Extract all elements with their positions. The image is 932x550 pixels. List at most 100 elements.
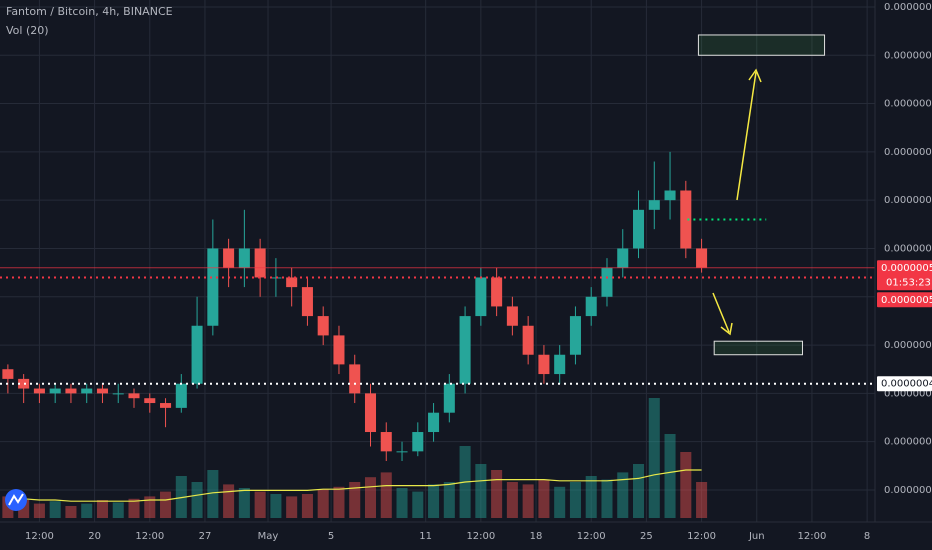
chart-title: Fantom / Bitcoin, 4h, BINANCE — [6, 5, 173, 18]
x-tick-label: Jun — [748, 531, 765, 542]
candle-body — [2, 369, 14, 379]
price-label-box — [877, 260, 932, 291]
y-tick-label: 0.00000040 — [884, 437, 932, 448]
volume-bar — [81, 503, 93, 518]
volume-bar — [238, 488, 250, 518]
volume-bar — [554, 486, 566, 518]
candle-body — [506, 306, 518, 326]
logo-mark — [8, 493, 24, 506]
volume-bar — [617, 472, 629, 518]
x-tick-label: 12:00 — [466, 531, 495, 542]
x-tick-label: 18 — [530, 531, 543, 542]
candle-body — [459, 316, 471, 384]
x-tick-label: 11 — [419, 531, 432, 542]
candle-body — [270, 277, 282, 279]
candle-body — [317, 316, 329, 336]
y-tick-label: 0.00000060 — [884, 243, 932, 254]
x-tick-label: 12:00 — [135, 531, 164, 542]
candle-body — [254, 248, 266, 278]
candle-body — [538, 354, 550, 375]
x-tick-label: 8 — [864, 531, 870, 542]
volume-bar — [223, 484, 235, 518]
candle-body — [475, 277, 487, 317]
candle-body — [601, 267, 613, 297]
price-label-box — [877, 376, 932, 392]
candle-body — [380, 432, 392, 452]
volume-bar — [112, 502, 124, 518]
volume-bar — [538, 479, 550, 518]
volume-bar — [301, 494, 313, 518]
y-tick-label: 0.00000045 — [884, 388, 932, 399]
target-zone — [713, 340, 803, 356]
volume-bar — [601, 479, 613, 518]
candle-body — [554, 354, 566, 375]
volume-bar — [506, 482, 518, 518]
price-label: 0.00000058 — [881, 263, 932, 274]
candle-body — [160, 403, 172, 408]
volume-bar — [475, 464, 487, 518]
volume-bar — [96, 500, 108, 518]
volume-bar — [49, 501, 61, 518]
candle-body — [191, 325, 203, 384]
volume-bar — [585, 476, 597, 518]
y-tick-label: 0.00000070 — [884, 147, 932, 158]
candle-body — [65, 388, 77, 394]
candle-body — [333, 335, 345, 365]
volume-bar — [18, 500, 30, 518]
y-tick-label: 0.00000085 — [884, 2, 932, 13]
volume-bar — [33, 503, 45, 518]
arrows — [712, 68, 762, 336]
candle-body — [96, 388, 108, 394]
countdown-label: 01:53:23 — [886, 277, 931, 288]
x-tick-label: May — [258, 531, 279, 542]
candle-body — [412, 432, 424, 452]
candle-body — [664, 190, 676, 201]
volume-bar — [207, 470, 219, 518]
candle-body — [286, 277, 298, 288]
volume-bar — [664, 434, 676, 518]
volume-bar — [144, 496, 156, 518]
volume-bar — [443, 482, 455, 518]
volume-bar — [680, 452, 692, 518]
candle-body — [238, 248, 250, 268]
x-tick-label: 25 — [640, 531, 653, 542]
arrow-head — [720, 322, 733, 336]
volume-bar — [364, 477, 377, 518]
candle-body — [569, 316, 581, 355]
x-tick-label: 5 — [328, 531, 334, 542]
volume-bar — [648, 398, 660, 518]
x-tick-label: 20 — [88, 531, 101, 542]
volume-bar — [333, 486, 345, 518]
candle-body — [680, 190, 692, 249]
candle-body — [33, 388, 45, 394]
volume-bar — [696, 482, 708, 518]
volume-bar — [569, 482, 581, 518]
candle-body — [175, 383, 187, 408]
candle-body — [144, 398, 156, 404]
candle-body — [396, 451, 408, 453]
y-tick-label: 0.00000075 — [884, 99, 932, 110]
candle-body — [364, 393, 377, 433]
y-tick-label: 0.00000080 — [884, 50, 932, 61]
candle-body — [49, 388, 61, 394]
x-tick-label: 12:00 — [577, 531, 606, 542]
volume-bar — [491, 470, 503, 518]
candle-body — [491, 277, 503, 307]
price-label: 0.00000046 — [881, 379, 932, 390]
candle-body — [128, 393, 140, 399]
arrow-up — [736, 71, 757, 201]
candle-body — [428, 412, 440, 433]
volume-ma-line — [7, 469, 702, 502]
x-tick-label: 12:00 — [687, 531, 716, 542]
candle-body — [443, 383, 455, 413]
volume-bar — [632, 464, 645, 518]
arrow-down — [712, 292, 730, 333]
candle-body — [522, 325, 534, 355]
candle-body — [112, 393, 124, 395]
candle-body — [632, 209, 645, 249]
candle-body — [207, 248, 219, 326]
x-tick-label: 12:00 — [798, 531, 827, 542]
y-tick-label: 0.00000065 — [884, 195, 932, 206]
